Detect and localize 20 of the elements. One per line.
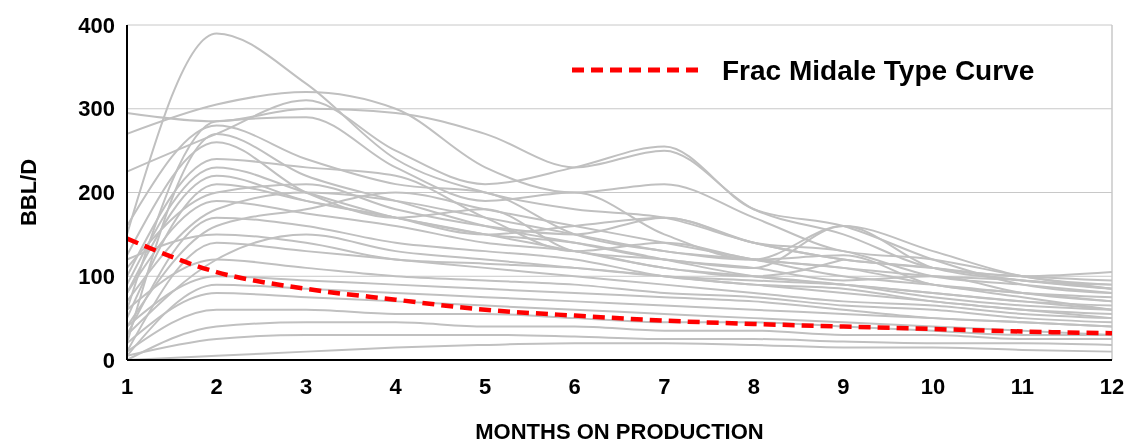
y-tick-label: 200	[78, 180, 115, 206]
x-axis-title: MONTHS ON PRODUCTION	[475, 419, 764, 443]
x-tick-label: 12	[1099, 374, 1125, 399]
x-tick-label: 4	[389, 374, 403, 399]
x-tick-label: 6	[568, 374, 581, 399]
x-tick-label: 8	[747, 374, 760, 399]
x-tick-label: 5	[479, 374, 492, 399]
y-axis-title: BBL/D	[16, 158, 41, 227]
legend-label: Frac Midale Type Curve	[722, 54, 1035, 86]
y-tick-label: 400	[78, 12, 115, 38]
x-tick-label: 7	[658, 374, 671, 399]
y-tick-label: 0	[102, 347, 115, 373]
x-tick-label: 9	[837, 374, 850, 399]
x-tick-label: 10	[920, 374, 946, 399]
y-tick-label: 100	[78, 263, 115, 289]
x-tick-label: 1	[120, 374, 134, 399]
x-tick-label: 3	[299, 374, 313, 399]
x-tick-label: 2	[210, 374, 223, 399]
y-tick-label: 300	[78, 96, 115, 122]
x-tick-label: 11	[1010, 374, 1035, 399]
